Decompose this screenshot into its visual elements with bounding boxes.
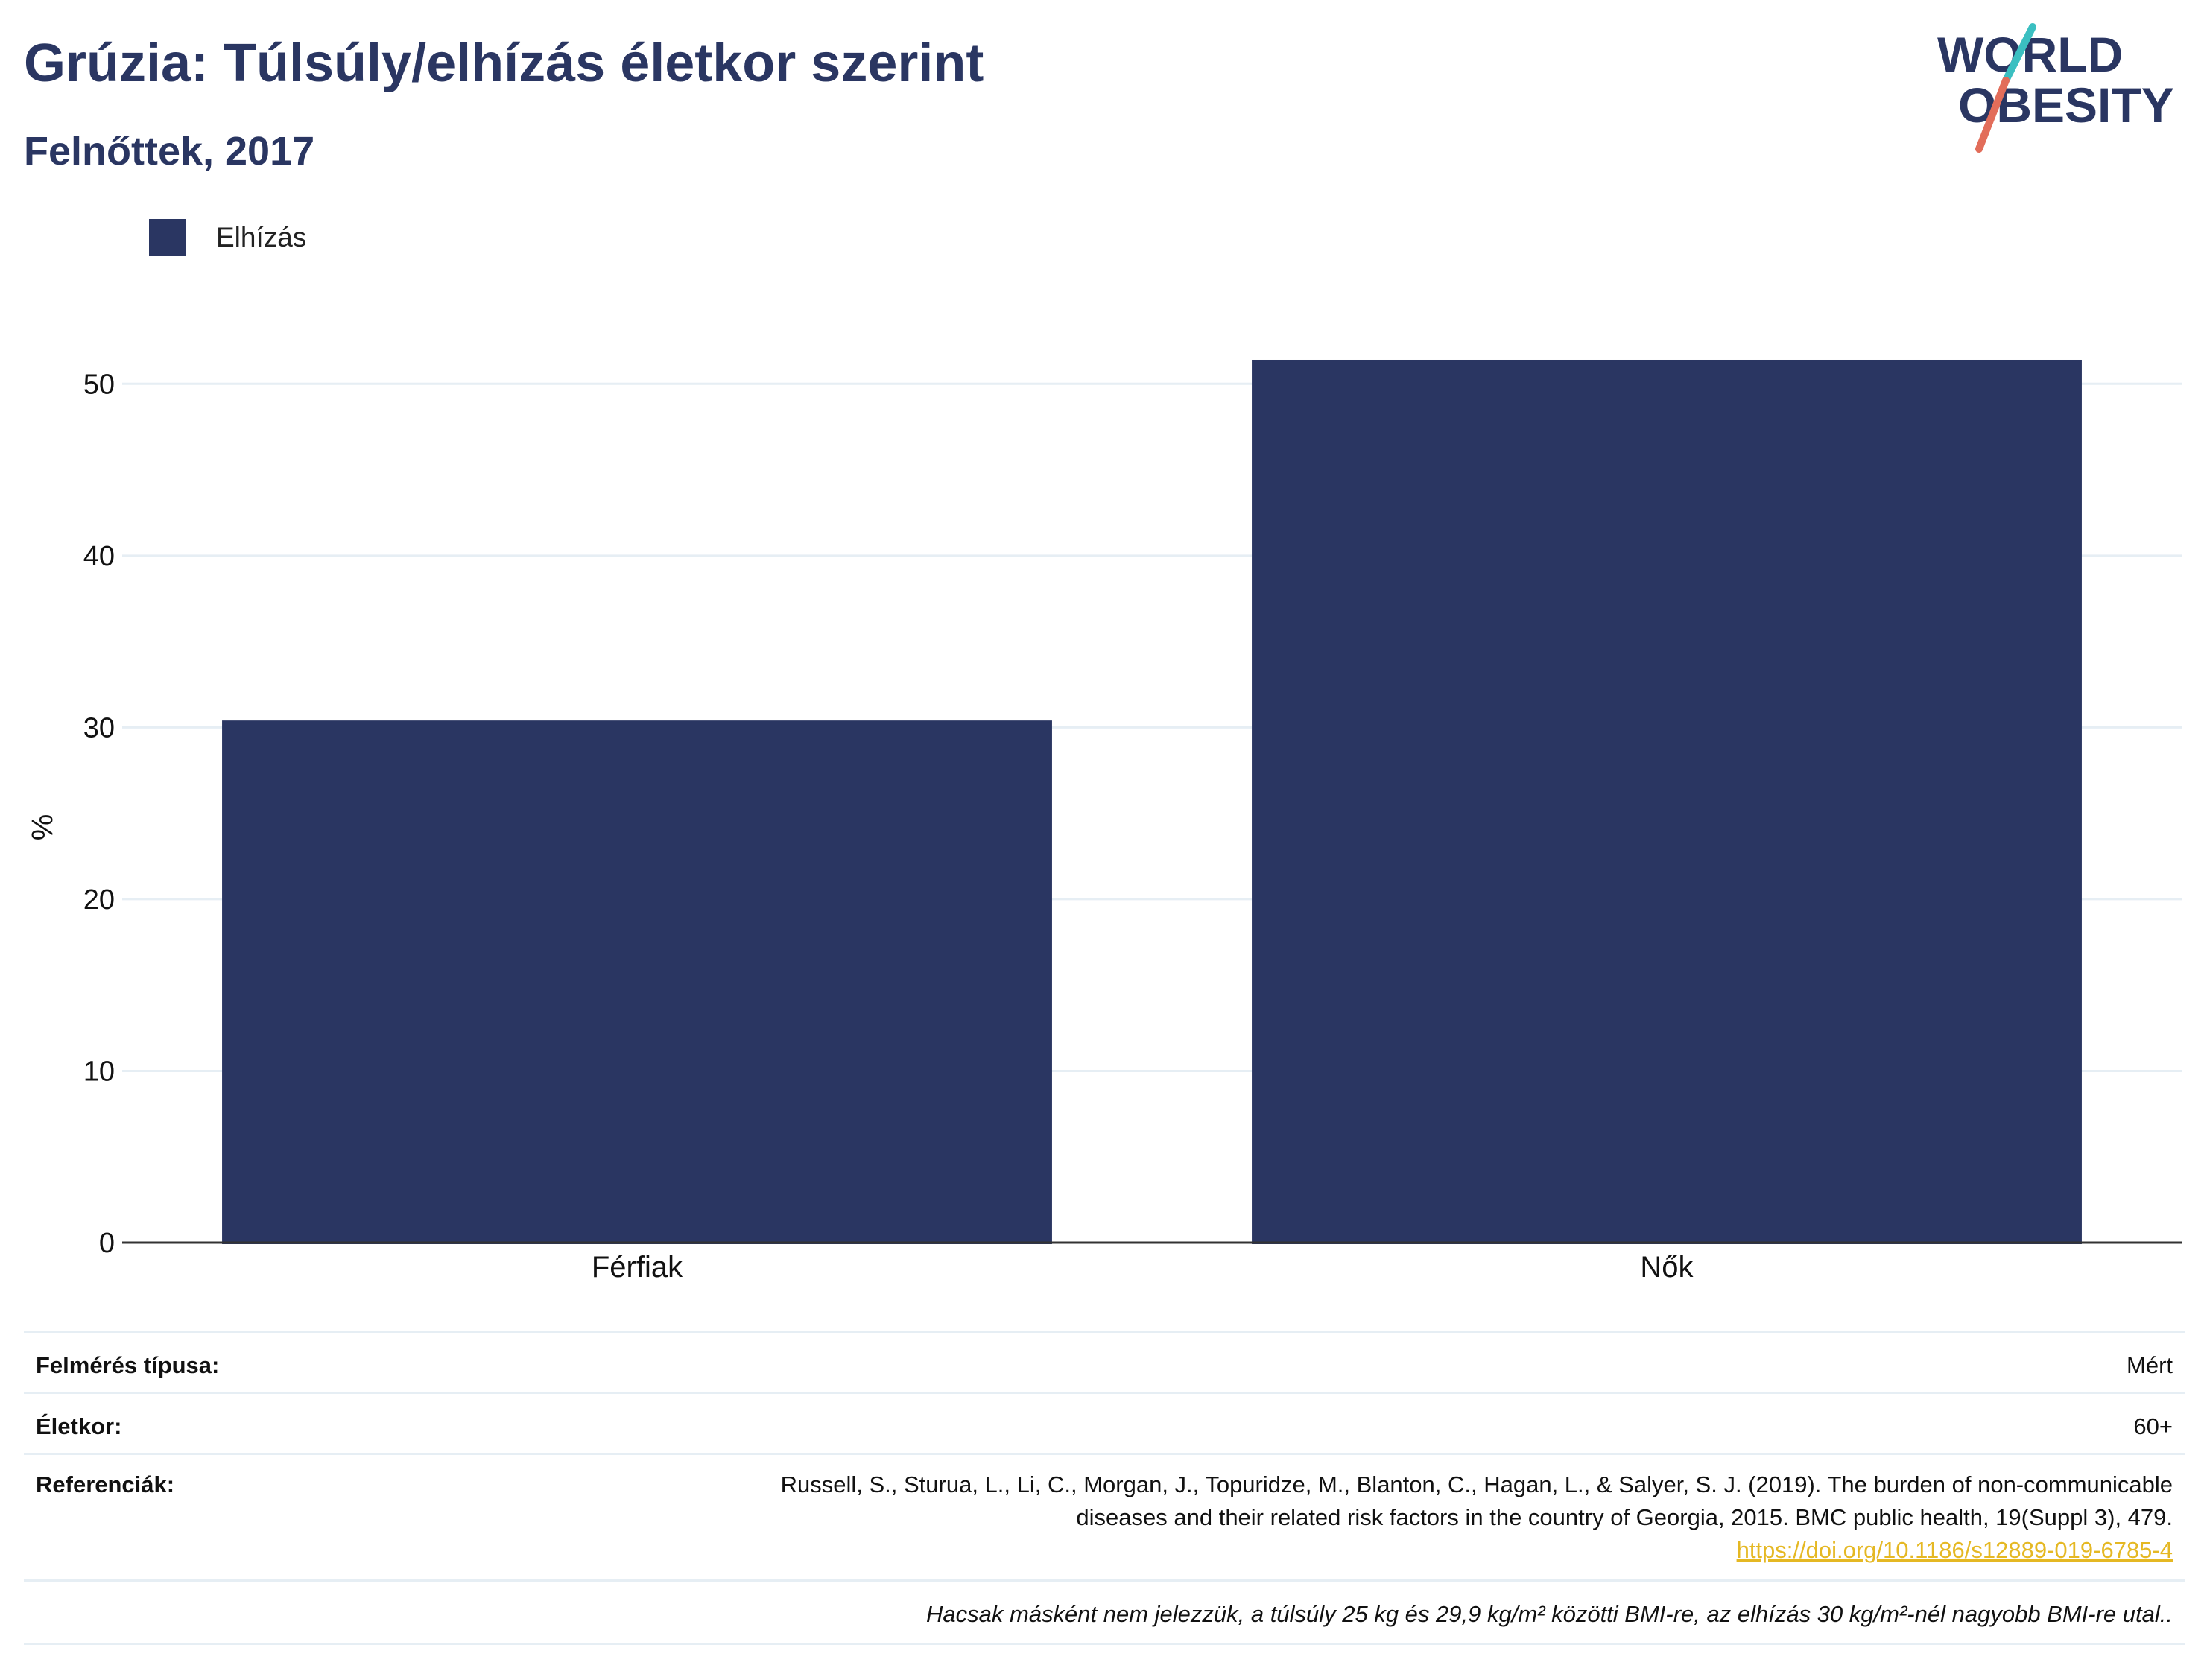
y-tick-label: 10: [83, 1056, 115, 1087]
meta-row-footnote: Hacsak másként nem jelezzük, a túlsúly 2…: [24, 1579, 2185, 1645]
y-tick-label: 0: [99, 1228, 115, 1259]
reference-doi-link[interactable]: https://doi.org/10.1186/s12889-019-6785-…: [1736, 1537, 2173, 1563]
y-tick-label: 20: [83, 884, 115, 916]
legend-swatch-elhizas: [149, 219, 186, 256]
bar-chart: 0 10 20 30 40 50 Férfiak Nők: [83, 359, 2182, 1284]
legend-label-elhizas: Elhízás: [216, 222, 307, 253]
survey-type-label: Felmérés típusa:: [36, 1352, 220, 1378]
bar-nok: [1252, 359, 2082, 1245]
y-tick-label: 30: [83, 712, 115, 744]
logo-slash-top: [2002, 23, 2036, 84]
chart-legend: Elhízás: [149, 219, 306, 256]
meta-row-age: Életkor: 60+: [24, 1392, 2185, 1455]
references-text: Russell, S., Sturua, L., Li, C., Morgan,…: [459, 1468, 2173, 1567]
chart-title: Grúzia: Túlsúly/elhízás életkor szerint: [24, 34, 984, 93]
bar-ferfiak: [222, 720, 1052, 1244]
age-label: Életkor:: [36, 1413, 122, 1439]
chart-subtitle: Felnőttek, 2017: [24, 129, 315, 174]
reference-line-1: Russell, S., Sturua, L., Li, C., Morgan,…: [780, 1471, 2173, 1497]
logo-slash-bottom: [1975, 77, 2010, 153]
footnote: Hacsak másként nem jelezzük, a túlsúly 2…: [926, 1601, 2173, 1627]
references-label: Referenciák:: [36, 1471, 175, 1497]
metadata-table: Felmérés típusa: Mért Életkor: 60+ Refer…: [24, 1331, 2185, 1645]
x-tick-label: Nők: [1640, 1251, 1694, 1284]
y-tick-label: 40: [83, 541, 115, 572]
age-value: 60+: [2133, 1413, 2173, 1439]
survey-type-value: Mért: [2127, 1352, 2173, 1378]
world-obesity-logo: WORLD OBESITY: [1937, 23, 2174, 153]
y-tick-label: 50: [83, 369, 115, 400]
meta-row-survey-type: Felmérés típusa: Mért: [24, 1331, 2185, 1394]
x-tick-label: Férfiak: [592, 1251, 683, 1284]
meta-row-references: Referenciák: Russell, S., Sturua, L., Li…: [24, 1453, 2185, 1582]
reference-line-2: diseases and their related risk factors …: [1076, 1504, 2173, 1530]
